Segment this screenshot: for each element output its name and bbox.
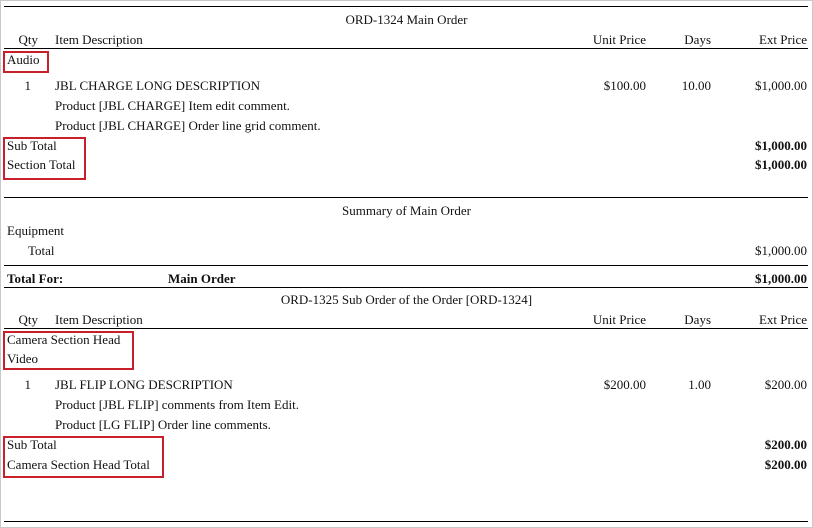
col-days: Days [684,312,711,327]
item-ext-price: $1,000.00 [755,78,807,93]
divider [4,521,808,522]
summary-title: Summary of Main Order [342,203,471,218]
col-ext-price: Ext Price [758,32,807,47]
section-total-label: Section Total [7,157,76,172]
highlight-box [3,436,164,478]
col-days: Days [684,32,711,47]
col-description: Item Description [55,32,143,47]
col-qty: Qty [18,312,39,327]
summary-total-value: $1,000.00 [755,243,807,258]
divider [4,6,808,7]
item-ext-price: $200.00 [764,377,807,392]
sub-total-value: $200.00 [764,437,807,452]
summary-category: Equipment [7,223,65,238]
highlight-box [3,51,49,73]
col-unit-price: Unit Price [592,312,646,327]
col-description: Item Description [55,312,143,327]
item-comment: Product [JBL FLIP] comments from Item Ed… [55,397,299,412]
divider [4,328,808,329]
order-title: ORD-1325 Sub Order of the Order [ORD-132… [280,292,533,307]
divider [4,265,808,266]
section-total-value: $200.00 [764,457,807,472]
item-days: 10.00 [681,78,711,93]
item-description: JBL FLIP LONG DESCRIPTION [55,377,233,392]
order-title: ORD-1324 Main Order [345,12,468,27]
item-description: JBL CHARGE LONG DESCRIPTION [55,78,260,93]
item-comment: Product [JBL CHARGE] Item edit comment. [55,98,290,113]
total-for-label: Total For: [7,271,64,286]
sub-total-label: Sub Total [7,138,57,153]
item-unit-price: $200.00 [603,377,646,392]
item-qty: 1 [24,377,32,392]
section-head-name: Camera Section Head [7,332,121,347]
sub-total-value: $1,000.00 [755,138,807,153]
section-name: Audio [7,52,40,67]
item-comment: Product [LG FLIP] Order line comments. [55,417,271,432]
divider [4,287,808,288]
section-total-label: Camera Section Head Total [7,457,150,472]
highlight-box [3,137,86,180]
total-for-name: Main Order [168,271,236,286]
summary-total-label: Total [28,243,55,258]
divider [4,48,808,49]
item-qty: 1 [24,78,32,93]
highlight-box [3,331,134,370]
col-ext-price: Ext Price [758,312,807,327]
sub-total-label: Sub Total [7,437,57,452]
total-for-value: $1,000.00 [755,271,807,286]
divider [4,197,808,198]
item-comment: Product [JBL CHARGE] Order line grid com… [55,118,321,133]
item-days: 1.00 [688,377,711,392]
section-name: Video [7,351,38,366]
item-unit-price: $100.00 [603,78,646,93]
col-qty: Qty [18,32,39,47]
section-total-value: $1,000.00 [755,157,807,172]
col-unit-price: Unit Price [592,32,646,47]
